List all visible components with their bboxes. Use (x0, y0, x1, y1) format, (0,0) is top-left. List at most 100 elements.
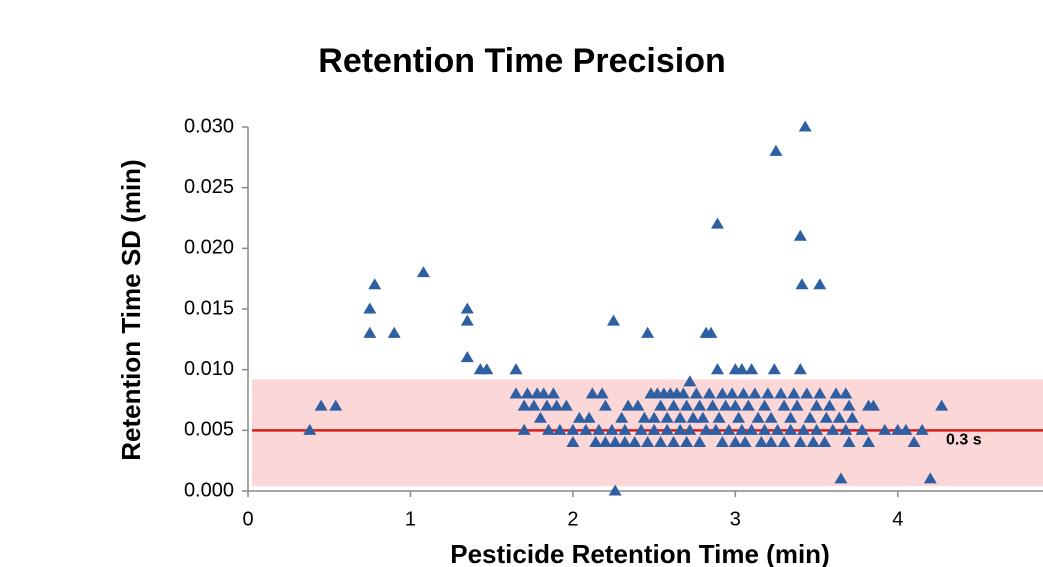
y-tick-label: 0.030 (184, 115, 234, 137)
y-tick-label: 0.025 (184, 176, 234, 198)
point (722, 423, 736, 435)
point (706, 399, 720, 411)
point (696, 411, 710, 423)
point (550, 399, 564, 411)
point (689, 387, 703, 399)
point (862, 435, 876, 448)
point (509, 363, 523, 375)
point (797, 423, 811, 435)
point (710, 363, 724, 375)
point (582, 411, 596, 423)
point (585, 387, 599, 399)
point (810, 423, 824, 435)
point (693, 435, 707, 448)
point (387, 326, 401, 338)
point (795, 278, 809, 290)
point (769, 144, 783, 156)
y-tick-label: 0.005 (184, 419, 234, 441)
point (777, 399, 791, 411)
point (774, 387, 788, 399)
point (303, 423, 317, 435)
point (767, 363, 781, 375)
point (683, 423, 697, 435)
point (935, 399, 949, 411)
point (745, 423, 759, 435)
point (667, 399, 681, 411)
point (800, 387, 814, 399)
point (559, 399, 573, 411)
point (803, 411, 817, 423)
point (368, 278, 382, 290)
y-axis-label: Retention Time SD (min) (116, 159, 146, 460)
point (715, 435, 729, 448)
point (480, 363, 494, 375)
point (673, 423, 687, 435)
point (566, 435, 580, 448)
point (314, 399, 328, 411)
point (845, 411, 859, 423)
point (517, 399, 531, 411)
point (680, 399, 694, 411)
point (735, 423, 749, 435)
point (878, 423, 892, 435)
point (416, 266, 430, 278)
point (702, 387, 716, 399)
x-tick-label: 2 (567, 508, 578, 530)
point (834, 472, 848, 484)
point (537, 387, 551, 399)
point (647, 411, 661, 423)
point (641, 435, 655, 448)
point (566, 423, 580, 435)
point (738, 435, 752, 448)
point (533, 411, 547, 423)
point (509, 387, 523, 399)
point (810, 399, 824, 411)
point (704, 326, 718, 338)
point (813, 387, 827, 399)
point (735, 363, 749, 375)
point (728, 435, 742, 448)
point (793, 229, 807, 241)
point (641, 326, 655, 338)
point (764, 411, 778, 423)
point (607, 314, 621, 326)
point (363, 326, 377, 338)
point (715, 387, 729, 399)
x-tick-label: 0 (242, 508, 253, 530)
point (862, 399, 876, 411)
point (710, 217, 724, 229)
point (741, 399, 755, 411)
point (761, 387, 775, 399)
point (745, 363, 759, 375)
point (460, 314, 474, 326)
point (736, 387, 750, 399)
x-tick-label: 1 (405, 508, 416, 530)
point (618, 435, 632, 448)
point (699, 423, 713, 435)
point (823, 399, 837, 411)
point (546, 387, 560, 399)
point (758, 399, 772, 411)
point (806, 435, 820, 448)
point (660, 411, 674, 423)
point (542, 423, 556, 435)
point (758, 423, 772, 435)
point (637, 411, 651, 423)
y-tick-label: 0.020 (184, 237, 234, 259)
point (595, 387, 609, 399)
point (608, 484, 622, 496)
point (647, 423, 661, 435)
point (654, 435, 668, 448)
point (798, 120, 812, 132)
point (818, 435, 832, 448)
point (855, 423, 869, 435)
point (605, 423, 619, 435)
point (329, 399, 343, 411)
point (813, 278, 827, 290)
point (660, 423, 674, 435)
y-tick-label: 0.015 (184, 297, 234, 319)
point (693, 399, 707, 411)
point (728, 399, 742, 411)
point (842, 435, 856, 448)
